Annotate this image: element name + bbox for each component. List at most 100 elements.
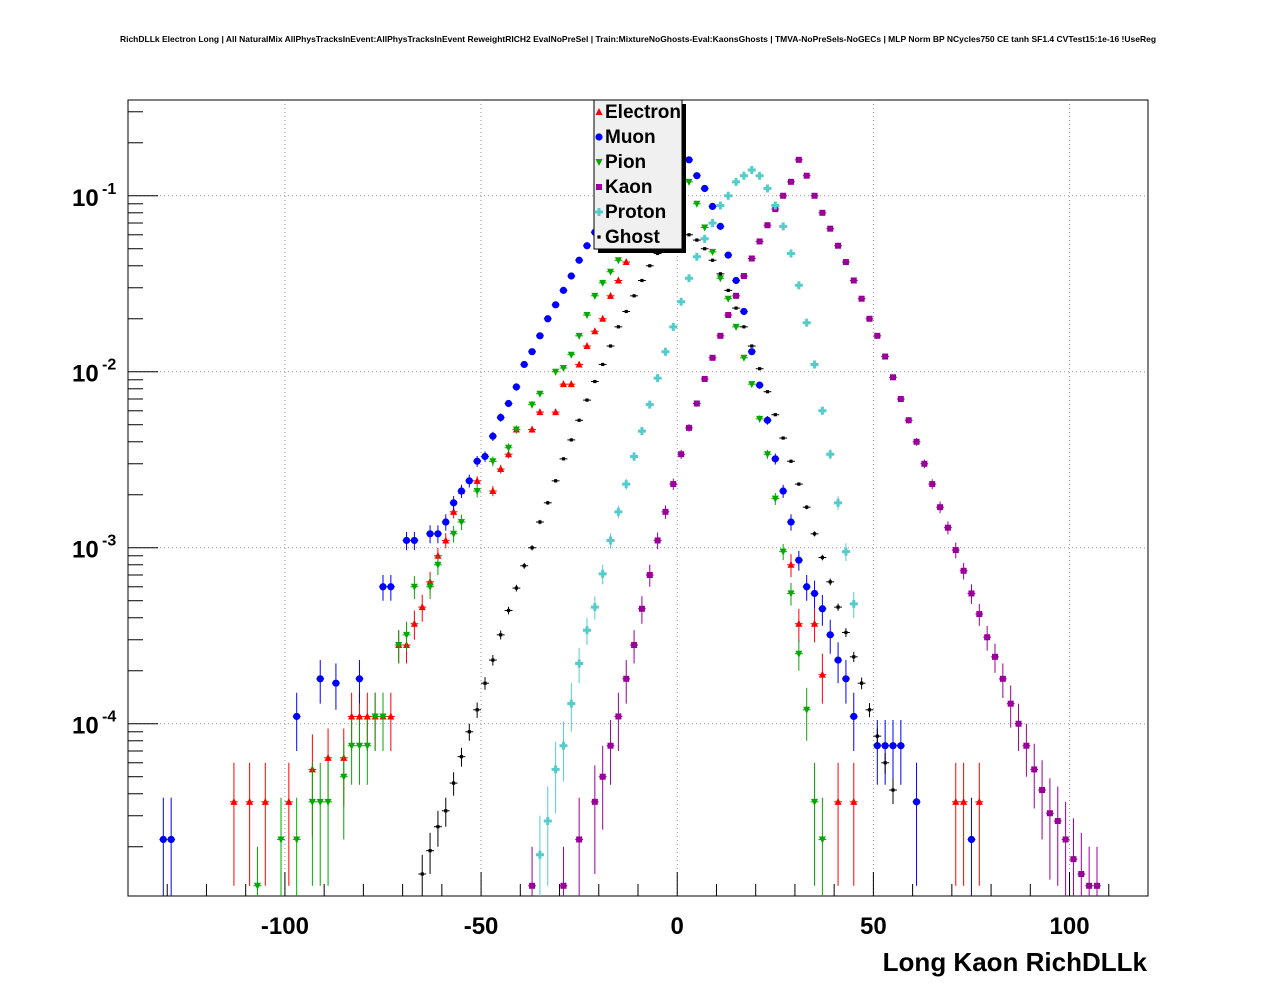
ghost-point bbox=[708, 258, 717, 262]
data-marker bbox=[811, 798, 819, 806]
data-marker bbox=[355, 712, 363, 720]
data-marker bbox=[828, 580, 832, 584]
data-marker bbox=[1078, 871, 1085, 878]
muon-point bbox=[496, 413, 505, 422]
data-marker bbox=[1070, 856, 1077, 863]
data-marker bbox=[732, 177, 741, 186]
legend-marker bbox=[595, 108, 603, 115]
data-marker bbox=[670, 481, 677, 488]
x-tick-label: -100 bbox=[261, 913, 309, 940]
data-marker bbox=[818, 605, 826, 613]
ghost-point bbox=[787, 459, 795, 463]
data-marker bbox=[771, 455, 779, 463]
data-marker bbox=[512, 383, 520, 391]
data-marker bbox=[473, 488, 481, 496]
series-proton bbox=[535, 166, 858, 896]
ghost-point bbox=[881, 753, 890, 774]
data-marker bbox=[795, 556, 803, 564]
data-marker bbox=[889, 742, 897, 750]
data-marker bbox=[771, 201, 780, 210]
proton-point bbox=[677, 297, 686, 306]
pion-point bbox=[473, 485, 482, 498]
data-marker bbox=[858, 295, 865, 302]
electron-point bbox=[622, 258, 631, 266]
pion-point bbox=[575, 332, 584, 340]
data-marker bbox=[481, 452, 489, 461]
muon-point bbox=[543, 315, 552, 323]
data-marker bbox=[883, 761, 887, 765]
data-marker bbox=[277, 836, 285, 844]
muon-point bbox=[473, 456, 482, 467]
muon-point bbox=[740, 307, 748, 316]
ghost-point bbox=[700, 247, 709, 251]
data-marker bbox=[756, 238, 763, 245]
data-marker bbox=[724, 295, 732, 303]
data-marker bbox=[748, 348, 756, 356]
data-marker bbox=[960, 567, 967, 574]
data-marker bbox=[459, 755, 464, 759]
data-marker bbox=[506, 608, 511, 613]
legend-label: Proton bbox=[605, 202, 666, 223]
kaon-point bbox=[928, 479, 937, 490]
data-marker bbox=[905, 417, 912, 424]
data-marker bbox=[348, 742, 356, 750]
pion-point bbox=[347, 720, 356, 785]
electron-point bbox=[245, 762, 254, 886]
kaon-point bbox=[614, 692, 623, 751]
data-marker bbox=[591, 327, 599, 335]
muon-point bbox=[849, 692, 858, 751]
data-marker bbox=[559, 380, 567, 388]
data-marker bbox=[614, 257, 622, 265]
data-marker bbox=[450, 530, 458, 538]
data-marker bbox=[426, 583, 434, 591]
muon-point bbox=[449, 495, 458, 511]
data-marker bbox=[850, 277, 857, 284]
kaon-point bbox=[755, 238, 764, 245]
ghost-point bbox=[724, 288, 733, 292]
proton-point bbox=[841, 543, 850, 562]
data-marker bbox=[546, 501, 550, 505]
ghost-point bbox=[638, 278, 646, 283]
ghost-point bbox=[653, 251, 662, 256]
muon-point bbox=[512, 383, 521, 391]
electron-point bbox=[810, 608, 819, 643]
proton-point bbox=[747, 166, 756, 175]
data-marker bbox=[434, 561, 442, 569]
muon-point bbox=[708, 202, 717, 210]
data-marker bbox=[601, 362, 605, 367]
ghost-point bbox=[614, 325, 623, 329]
data-marker bbox=[763, 184, 772, 193]
data-marker bbox=[544, 315, 552, 323]
muon-point bbox=[826, 619, 835, 654]
data-marker bbox=[999, 675, 1006, 682]
electron-point bbox=[441, 533, 450, 549]
data-marker bbox=[662, 508, 669, 515]
pion-point bbox=[598, 279, 607, 287]
data-marker bbox=[442, 536, 450, 544]
kaon-point bbox=[818, 209, 827, 216]
proton-point bbox=[637, 427, 646, 436]
proton-point bbox=[802, 318, 811, 327]
proton-point bbox=[543, 786, 552, 886]
kaon-point bbox=[904, 417, 913, 424]
pion-point bbox=[724, 295, 733, 303]
ghost-point bbox=[543, 500, 552, 505]
data-marker bbox=[583, 242, 591, 250]
kaon-point bbox=[810, 192, 819, 199]
data-marker bbox=[475, 708, 479, 712]
data-marker bbox=[514, 586, 518, 590]
muon-point bbox=[426, 525, 434, 544]
data-marker bbox=[701, 184, 709, 193]
proton-point bbox=[669, 322, 678, 331]
x-axis-title: Long Kaon RichDLLk bbox=[883, 947, 1148, 977]
data-marker bbox=[826, 450, 835, 459]
data-marker bbox=[632, 294, 636, 298]
pion-point bbox=[771, 492, 780, 505]
muon-point bbox=[410, 531, 419, 551]
muon-point bbox=[504, 399, 513, 408]
data-marker bbox=[530, 546, 534, 550]
electron-point bbox=[849, 762, 858, 886]
muon-point bbox=[316, 660, 325, 704]
data-marker bbox=[875, 734, 879, 738]
electron-point bbox=[284, 762, 293, 886]
